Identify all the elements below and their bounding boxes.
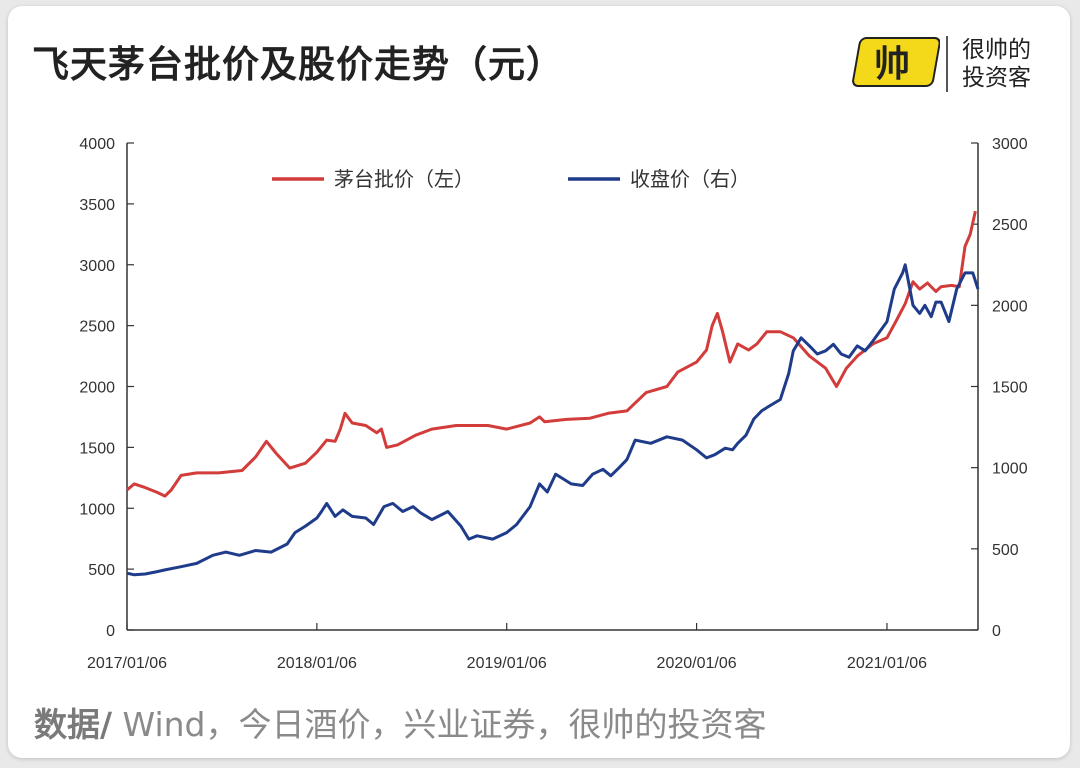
source-label: 数据/: [34, 705, 113, 744]
data-source: 数据/ Wind，今日酒价，兴业证券，很帅的投资客: [34, 698, 767, 746]
brand-badge-icon: 帅: [852, 37, 941, 87]
chart-legend: 茅台批价（左） 收盘价（右）: [272, 167, 750, 191]
y-left-tick-label: 1000: [79, 501, 115, 518]
y-right-tick-label: 1000: [992, 461, 1028, 478]
y-left-tick-label: 1500: [79, 440, 115, 457]
y-right-tick-label: 2500: [992, 217, 1028, 234]
y-right-tick-label: 3000: [992, 136, 1028, 153]
y-left-tick-label: 3500: [79, 197, 115, 214]
chart-title: 飞天茅台批价及股价走势（元）: [32, 43, 564, 86]
x-tick-label: 2018/01/06: [277, 655, 357, 672]
chart-axes: 0 500 1000 1500 2000 2500 3000 3500 4000 0 500 1000…: [79, 136, 1027, 672]
y-left-tick-label: 2000: [79, 380, 115, 397]
y-right-tick-label: 1500: [992, 380, 1028, 397]
brand-line-1: 很帅的: [962, 37, 1031, 63]
x-tick-label: 2021/01/06: [847, 655, 927, 672]
brand-logo-glyph: 帅: [874, 44, 910, 85]
series-line-closing-price: [126, 263, 980, 577]
y-left-tick-label: 3000: [79, 258, 115, 275]
legend-label: 茅台批价（左）: [334, 167, 474, 191]
line-chart: 0 500 1000 1500 2000 2500 3000 3500 4000 0 500 1000…: [79, 136, 1027, 672]
x-tick-label: 2017/01/06: [87, 655, 167, 672]
legend-label: 收盘价（右）: [630, 167, 750, 191]
brand-logo: 帅 很帅的 投资客: [840, 30, 1050, 100]
brand-divider: [946, 36, 948, 92]
series-line-wholesale-price: [126, 210, 977, 498]
y-right-tick-label: 0: [992, 623, 1001, 640]
chart-series: [126, 210, 980, 577]
y-left-tick-label: 500: [88, 562, 115, 579]
y-left-tick-label: 2500: [79, 319, 115, 336]
brand-name: 很帅的 投资客: [962, 36, 1031, 92]
x-tick-label: 2020/01/06: [657, 655, 737, 672]
chart-card: 飞天茅台批价及股价走势（元） 帅 很帅的 投资客 0 500 1000 1500 200…: [8, 6, 1070, 758]
y-right-tick-label: 500: [992, 542, 1019, 559]
y-left-tick-label: 0: [106, 623, 115, 640]
y-left-tick-label: 4000: [79, 136, 115, 153]
brand-line-2: 投资客: [962, 65, 1031, 91]
source-text: Wind，今日酒价，兴业证券，很帅的投资客: [112, 705, 767, 744]
y-right-tick-label: 2000: [992, 298, 1028, 315]
x-tick-label: 2019/01/06: [467, 655, 547, 672]
